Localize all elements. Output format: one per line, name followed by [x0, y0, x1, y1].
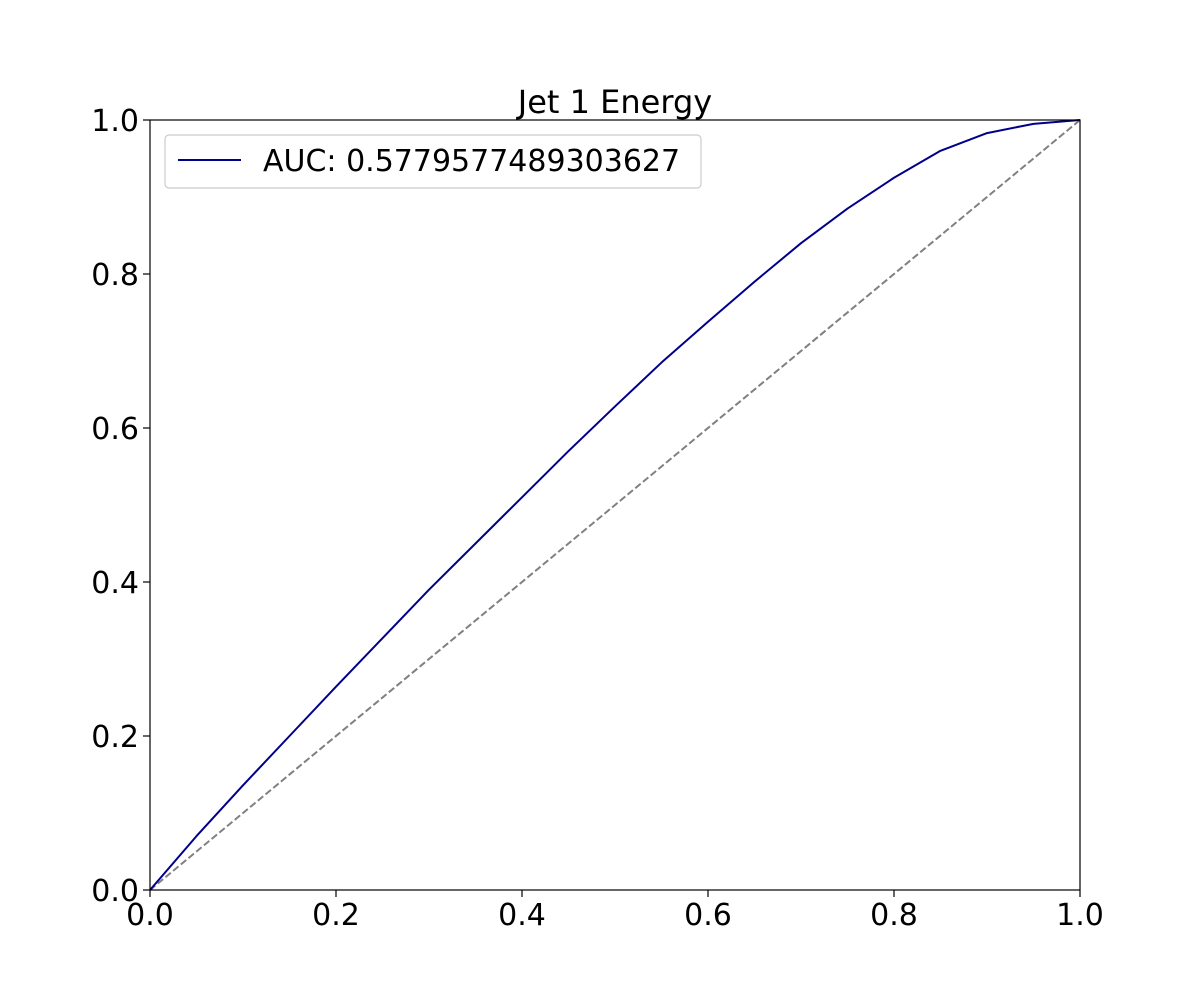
y-tick-label: 1.0 [91, 104, 139, 139]
legend-label: AUC: 0.5779577489303627 [263, 144, 680, 179]
legend: AUC: 0.5779577489303627 [164, 134, 702, 189]
chart-title: Jet 1 Energy [516, 83, 712, 121]
series-layer [149, 119, 1081, 891]
x-tick-label: 0.4 [498, 898, 546, 933]
x-tick-label: 0.8 [870, 898, 918, 933]
reference-diagonal-line [149, 119, 1081, 891]
x-axis-ticks: 0.0 0.2 0.4 0.6 0.8 1.0 [126, 890, 1104, 933]
y-axis-ticks: 0.0 0.2 0.4 0.6 0.8 1.0 [91, 104, 150, 909]
legend-box [164, 134, 702, 189]
reference-line-layer [149, 119, 1081, 891]
y-tick-label: 0.0 [91, 874, 139, 909]
x-tick-label: 0.6 [684, 898, 732, 933]
plot-frame [149, 119, 1081, 891]
series-line-0 [149, 119, 1081, 891]
x-tick-label: 1.0 [1056, 898, 1104, 933]
x-tick-label: 0.0 [126, 898, 174, 933]
y-tick-label: 0.6 [91, 412, 139, 447]
y-tick-label: 0.4 [91, 566, 139, 601]
plot-area [149, 119, 1081, 891]
y-tick-label: 0.8 [91, 258, 139, 293]
x-tick-label: 0.2 [312, 898, 360, 933]
y-tick-label: 0.2 [91, 720, 139, 755]
